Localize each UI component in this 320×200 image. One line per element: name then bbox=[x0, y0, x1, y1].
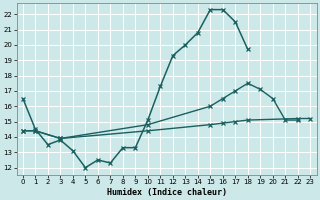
X-axis label: Humidex (Indice chaleur): Humidex (Indice chaleur) bbox=[107, 188, 227, 197]
